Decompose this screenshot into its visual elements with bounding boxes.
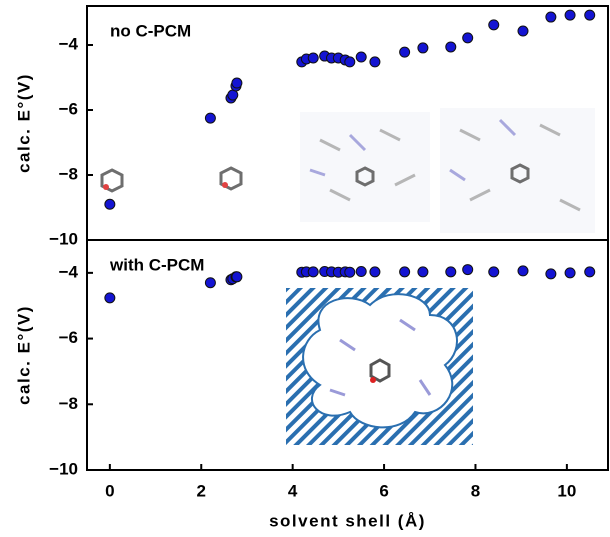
data-point xyxy=(585,10,595,20)
panel-annotation: with C-PCM xyxy=(109,255,204,274)
data-point xyxy=(205,278,215,288)
data-point xyxy=(370,57,380,67)
data-point xyxy=(546,12,556,22)
data-point xyxy=(546,269,556,279)
x-tick-label: 10 xyxy=(557,481,576,500)
data-point xyxy=(446,267,456,277)
panel-annotation: no C-PCM xyxy=(110,21,191,40)
data-point xyxy=(105,199,115,209)
data-point xyxy=(489,20,499,30)
data-point xyxy=(356,52,366,62)
data-point xyxy=(345,267,355,277)
x-tick-label: 2 xyxy=(197,481,206,500)
data-point xyxy=(489,267,499,277)
data-point xyxy=(518,26,528,36)
y-axis-label: calc. E°(V) xyxy=(14,73,33,173)
data-point xyxy=(565,268,575,278)
y-tick-label: −10 xyxy=(49,229,78,248)
y-axis-label: calc. E°(V) xyxy=(14,305,33,405)
data-point xyxy=(565,10,575,20)
y-tick-label: −10 xyxy=(49,459,78,478)
data-point xyxy=(105,293,115,303)
y-tick-label: −6 xyxy=(59,99,78,118)
data-point xyxy=(446,42,456,52)
y-tick-label: −4 xyxy=(59,34,79,53)
x-tick-label: 6 xyxy=(379,481,388,500)
molecule-insets xyxy=(102,108,595,233)
x-tick-label: 8 xyxy=(471,481,480,500)
data-point xyxy=(232,78,242,88)
data-point xyxy=(463,33,473,43)
y-tick-label: −6 xyxy=(59,328,78,347)
y-tick-label: −8 xyxy=(59,394,78,413)
data-point xyxy=(308,267,318,277)
data-point xyxy=(205,113,215,123)
data-point xyxy=(418,43,428,53)
data-point xyxy=(585,267,595,277)
data-point xyxy=(308,53,318,63)
data-point xyxy=(356,267,366,277)
data-point xyxy=(418,267,428,277)
x-tick-label: 4 xyxy=(288,481,298,500)
chart: −10 −8 −6 −4 calc. E°(V) no C-PCM −10 −8 −6 −4 0 2 4… xyxy=(0,0,610,537)
x-tick-label: 0 xyxy=(105,481,114,500)
data-point xyxy=(463,265,473,275)
data-point xyxy=(345,57,355,67)
cpcm-inset xyxy=(286,288,473,445)
data-point xyxy=(370,267,380,277)
data-point xyxy=(232,272,242,282)
x-axis-label: solvent shell (Å) xyxy=(269,511,426,530)
y-tick-label: −4 xyxy=(59,262,79,281)
data-point xyxy=(400,47,410,57)
y-tick-label: −8 xyxy=(59,164,78,183)
data-point xyxy=(400,267,410,277)
data-point xyxy=(518,266,528,276)
data-point xyxy=(228,90,238,100)
